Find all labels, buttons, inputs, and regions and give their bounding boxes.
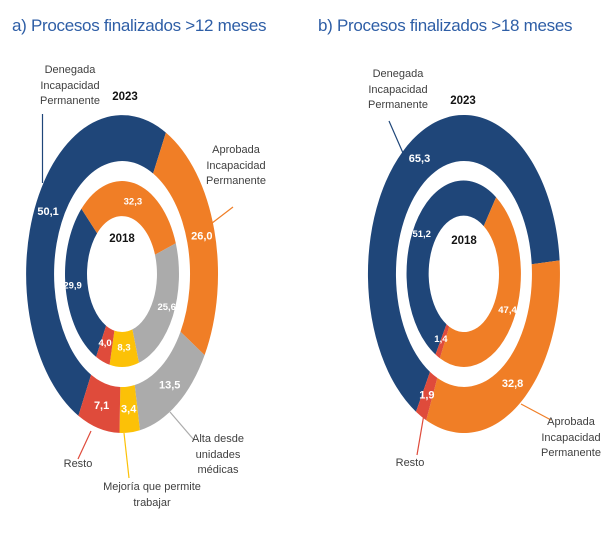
value-label-b-2023-0: 65,3 — [409, 153, 430, 165]
leader-line-a-mejoria — [123, 432, 130, 479]
chart-b-label-resto: Resto — [395, 457, 425, 469]
leader-line-b-aprobada — [520, 403, 552, 421]
value-label-b-2023-2: 1,9 — [419, 390, 434, 402]
chart-b-inner-year-label: 2018 — [451, 235, 477, 247]
chart-a-outer-year-label: 2023 — [112, 91, 138, 103]
donut-slice-a-2018-2 — [132, 243, 179, 363]
donut-slice-b-2023-2 — [416, 371, 438, 421]
donut-slice-a-2023-2 — [134, 331, 205, 431]
donut-slice-a-2023-1 — [153, 132, 219, 356]
donut-slice-a-2023-4 — [78, 374, 121, 433]
donut-slice-a-2018-1 — [81, 181, 176, 255]
value-label-a-2023-3: 3,4 — [121, 404, 137, 416]
donut-slice-b-2023-1 — [426, 260, 560, 434]
chart-a-label-alta: Alta desde unidades médicas — [192, 433, 244, 476]
chart-b-outer-year-label: 2023 — [450, 95, 476, 107]
chart-b-label-aprobada: Aprobada Incapacidad Permanente — [541, 416, 601, 459]
chart-a-label-denegada: Denegada Incapacidad Permanente — [40, 64, 100, 107]
leader-line-b-resto — [416, 413, 425, 456]
chart-a-label-resto: Resto — [63, 458, 93, 470]
leader-line-b-denegada — [388, 120, 404, 154]
donut-slice-b-2018-2 — [435, 324, 450, 359]
chart-a-title: a) Procesos finalizados >12 meses — [12, 16, 267, 35]
donut-slice-b-2018-0 — [406, 180, 497, 355]
value-label-a-2018-1: 32,3 — [124, 196, 143, 207]
leader-line-a-alta — [169, 411, 195, 441]
value-label-a-2018-3: 8,3 — [117, 342, 130, 353]
value-label-a-2018-0: 29,9 — [63, 280, 82, 291]
donut-slice-a-2023-0 — [26, 115, 166, 416]
donut-slice-b-2018-1 — [439, 197, 521, 367]
donut-slice-a-2018-3 — [109, 329, 139, 368]
donut-slice-b-2023-0 — [367, 114, 560, 412]
value-label-a-2023-2: 13,5 — [159, 379, 180, 391]
value-label-b-2018-2: 1,4 — [434, 334, 448, 345]
value-label-b-2018-0: 51,2 — [412, 229, 431, 240]
value-label-a-2023-1: 26,0 — [191, 230, 212, 242]
value-label-a-2018-2: 25,6 — [157, 302, 176, 313]
chart-a-inner-year-label: 2018 — [109, 233, 135, 245]
chart-a-label-aprobada: Aprobada Incapacidad Permanente — [206, 144, 266, 187]
value-label-a-2023-4: 7,1 — [94, 400, 109, 412]
value-label-a-2018-4: 4,0 — [98, 338, 111, 349]
value-label-a-2023-0: 50,1 — [37, 206, 58, 218]
chart-a-label-mejoria: Mejoría que permite trabajar — [103, 481, 201, 509]
chart-b-label-denegada: Denegada Incapacidad Permanente — [368, 68, 428, 111]
value-label-b-2023-1: 32,8 — [502, 378, 523, 390]
leader-line-a-resto — [77, 430, 92, 460]
donut-slice-a-2018-0 — [65, 208, 107, 357]
donut-slice-a-2018-4 — [96, 325, 115, 365]
chart-b-title: b) Procesos finalizados >18 meses — [318, 16, 573, 35]
value-label-b-2018-1: 47,4 — [498, 305, 517, 316]
donut-slice-a-2023-3 — [119, 385, 140, 433]
